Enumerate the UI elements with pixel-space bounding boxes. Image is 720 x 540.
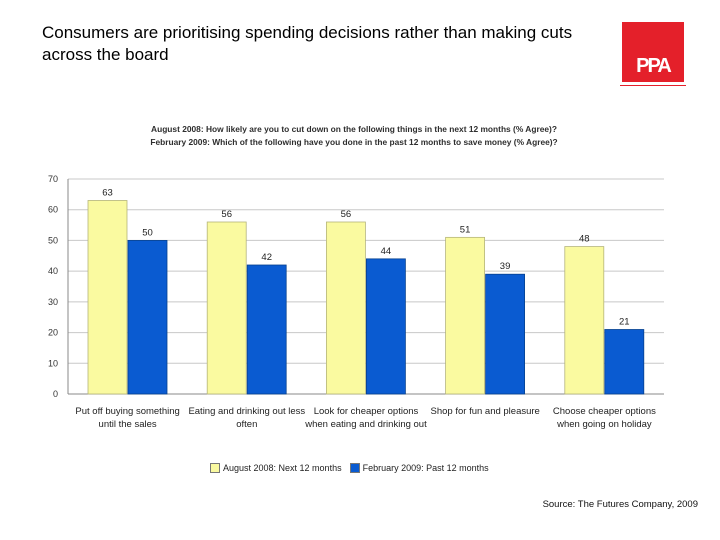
y-tick-label: 60 bbox=[48, 205, 58, 215]
legend-item-feb-2009: February 2009: Past 12 months bbox=[349, 463, 489, 473]
bar-aug-2008 bbox=[445, 236, 486, 395]
data-label: 56 bbox=[341, 209, 352, 220]
bar-aug-2008 bbox=[325, 221, 366, 395]
data-label: 21 bbox=[619, 317, 630, 328]
y-tick-label: 10 bbox=[48, 358, 58, 368]
data-label: 42 bbox=[261, 252, 272, 263]
data-label: 51 bbox=[460, 224, 471, 235]
slide-title: Consumers are prioritising spending deci… bbox=[42, 23, 573, 64]
y-tick-label: 30 bbox=[48, 297, 58, 307]
y-tick-label: 50 bbox=[48, 235, 58, 245]
bar-aug-2008 bbox=[206, 221, 247, 395]
bar-feb-2009 bbox=[127, 240, 168, 395]
legend-label-aug-2008: August 2008: Next 12 months bbox=[223, 463, 342, 473]
x-category-label: Choose cheaper options when going on hol… bbox=[552, 406, 656, 430]
legend-label-feb-2009: February 2009: Past 12 months bbox=[362, 463, 489, 473]
chart-legend: August 2008: Next 12 months February 200… bbox=[210, 461, 530, 475]
data-label: 48 bbox=[579, 234, 590, 245]
bar-feb-2009 bbox=[604, 329, 645, 395]
x-category-label: Put off buying something until the sales bbox=[75, 406, 180, 430]
x-category-label: Shop for fun and pleasure bbox=[430, 406, 540, 417]
y-tick-label: 0 bbox=[53, 389, 58, 399]
data-label: 63 bbox=[102, 188, 113, 199]
legend-swatch-feb-2009 bbox=[349, 463, 360, 473]
bar-aug-2008 bbox=[564, 246, 605, 395]
x-category-label: Eating and drinking out less often bbox=[188, 406, 306, 430]
bar-feb-2009 bbox=[365, 258, 406, 395]
data-label: 39 bbox=[500, 261, 511, 272]
logo-divider bbox=[620, 85, 686, 86]
legend-item-aug-2008: August 2008: Next 12 months bbox=[210, 463, 342, 473]
data-label: 50 bbox=[142, 227, 153, 238]
y-tick-label: 70 bbox=[48, 174, 58, 184]
legend-swatch-aug-2008 bbox=[210, 463, 220, 473]
bar-feb-2009 bbox=[246, 264, 287, 395]
data-label: 44 bbox=[381, 246, 392, 257]
data-label: 56 bbox=[221, 209, 232, 220]
chart-question-2: February 2009: Which of the following ha… bbox=[150, 137, 558, 147]
chart-question-1: August 2008: How likely are you to cut d… bbox=[151, 124, 557, 134]
x-category-label: Look for cheaper options when eating and… bbox=[305, 406, 427, 430]
bar-aug-2008 bbox=[87, 200, 128, 395]
source-note: Source: The Futures Company, 2009 bbox=[542, 499, 698, 510]
y-tick-label: 40 bbox=[48, 266, 58, 276]
ppa-logo: PPA bbox=[622, 22, 684, 82]
logo-text: PPA bbox=[636, 55, 672, 77]
y-tick-label: 20 bbox=[48, 328, 58, 338]
bar-feb-2009 bbox=[485, 273, 526, 395]
